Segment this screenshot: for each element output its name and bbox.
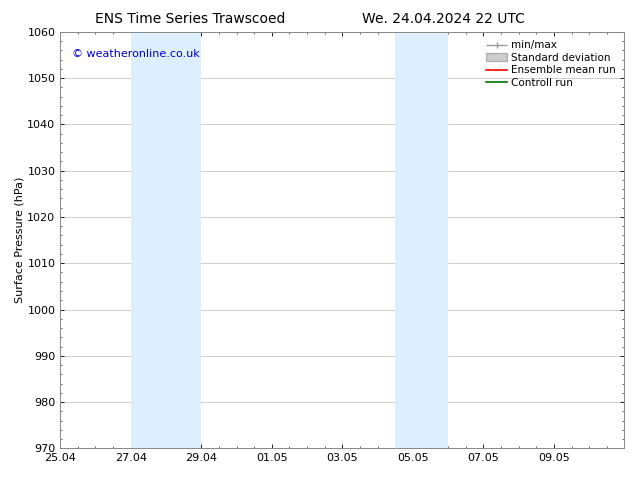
Text: We. 24.04.2024 22 UTC: We. 24.04.2024 22 UTC — [363, 12, 525, 26]
Text: ENS Time Series Trawscoed: ENS Time Series Trawscoed — [95, 12, 285, 26]
Bar — [395, 32, 448, 448]
Legend: min/max, Standard deviation, Ensemble mean run, Controll run: min/max, Standard deviation, Ensemble me… — [483, 37, 619, 91]
Y-axis label: Surface Pressure (hPa): Surface Pressure (hPa) — [15, 177, 25, 303]
Bar — [131, 32, 201, 448]
Text: © weatheronline.co.uk: © weatheronline.co.uk — [72, 49, 199, 58]
